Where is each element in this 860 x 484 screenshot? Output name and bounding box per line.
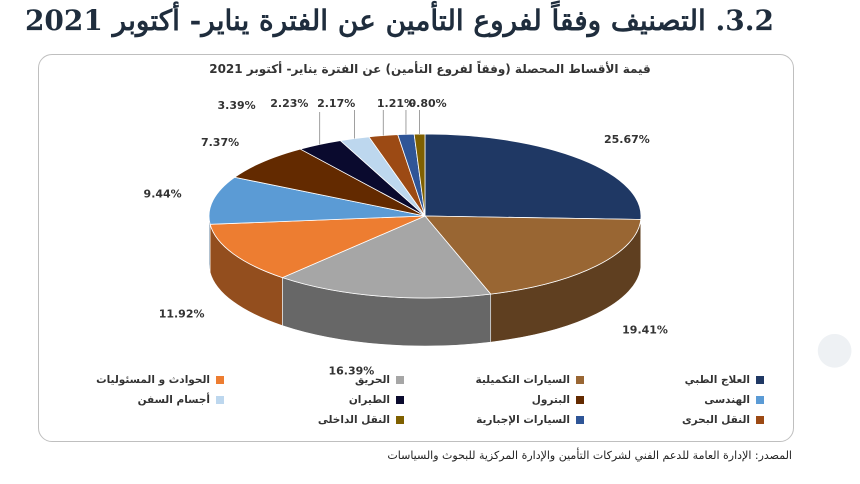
chart-legend: العلاج الطبي السيارات التكميلية الحريق الحو… [60,374,764,434]
slice-label: 9.44% [144,188,182,201]
legend-item: الحريق [228,374,404,388]
legend-label: الهندسى [704,394,750,406]
pie-slice [209,215,426,279]
slice-label: 25.67% [604,133,650,146]
slice-label: 7.37% [201,136,239,149]
pie-slice [233,148,426,217]
legend-swatch [576,416,584,424]
legend-item: النقل البحرى [588,414,764,428]
slice-label: 0.80% [408,97,446,110]
legend-item: السيارات التكميلية [408,374,584,388]
legend-swatch [756,416,764,424]
slice-label: 16.39% [328,365,374,378]
page-heading: 3.2. التصنيف وفقاً لفروع التأمين عن الفت… [24,4,774,37]
legend-item: البترول [408,394,584,408]
pie-slice [281,215,492,299]
legend-label: السيارات التكميلية [475,374,570,386]
legend-item: النقل الداخلى [228,414,404,428]
slice-label: 2.17% [317,97,355,110]
legend-swatch [576,396,584,404]
legend-swatch [216,396,224,404]
legend-item: الحوادث و المسئوليات [48,374,224,388]
pie-slice [413,133,426,217]
slice-label: 2.23% [270,97,308,110]
pie-slice [208,176,426,225]
legend-swatch [216,376,224,384]
legend-label: النقل الداخلى [317,414,390,426]
legend-item: السيارات الإجبارية [408,414,584,428]
legend-item: الهندسى [588,394,764,408]
legend-label: أجسام السفن [137,394,210,406]
legend-swatch [396,376,404,384]
pie-slice [424,215,642,295]
slice-label: 1.21% [377,97,415,110]
legend-swatch [396,396,404,404]
pie-top [208,133,642,299]
slice-label: 3.39% [218,99,256,112]
pie-slice [424,133,642,220]
legend-label: الحوادث و المسئوليات [96,374,210,386]
pie-labels: 25.67% 19.41% 16.39% 11.92% 9.44% 7.37% 3.39% 2… [144,97,668,378]
legend-item: أجسام السفن [48,394,224,408]
legend-label: البترول [531,394,570,406]
legend-swatch [756,376,764,384]
slice-label: 19.41% [622,324,668,337]
watermark: ● [806,331,857,370]
legend-swatch [756,396,764,404]
chart-title: قيمة الأقساط المحصلة (وفقاً لفروع التأمي… [209,62,651,76]
legend-label: السيارات الإجبارية [476,414,570,426]
legend-label: النقل البحرى [682,414,750,426]
legend-label: العلاج الطبي [684,374,750,386]
legend-swatch [576,376,584,384]
chart-frame [38,54,794,442]
legend-label: الحريق [354,374,390,386]
slice-label: 11.92% [159,307,205,320]
pie-chart: 25.67% 19.41% 16.39% 11.92% 9.44% 7.37% 3.39% 2… [144,97,668,378]
legend-item: الطيران [228,394,404,408]
legend-swatch [396,416,404,424]
legend-label: الطيران [348,394,390,406]
source-note: المصدر: الإدارة العامة للدعم الفني لشركا… [387,449,792,462]
legend-item: العلاج الطبي [588,374,764,388]
